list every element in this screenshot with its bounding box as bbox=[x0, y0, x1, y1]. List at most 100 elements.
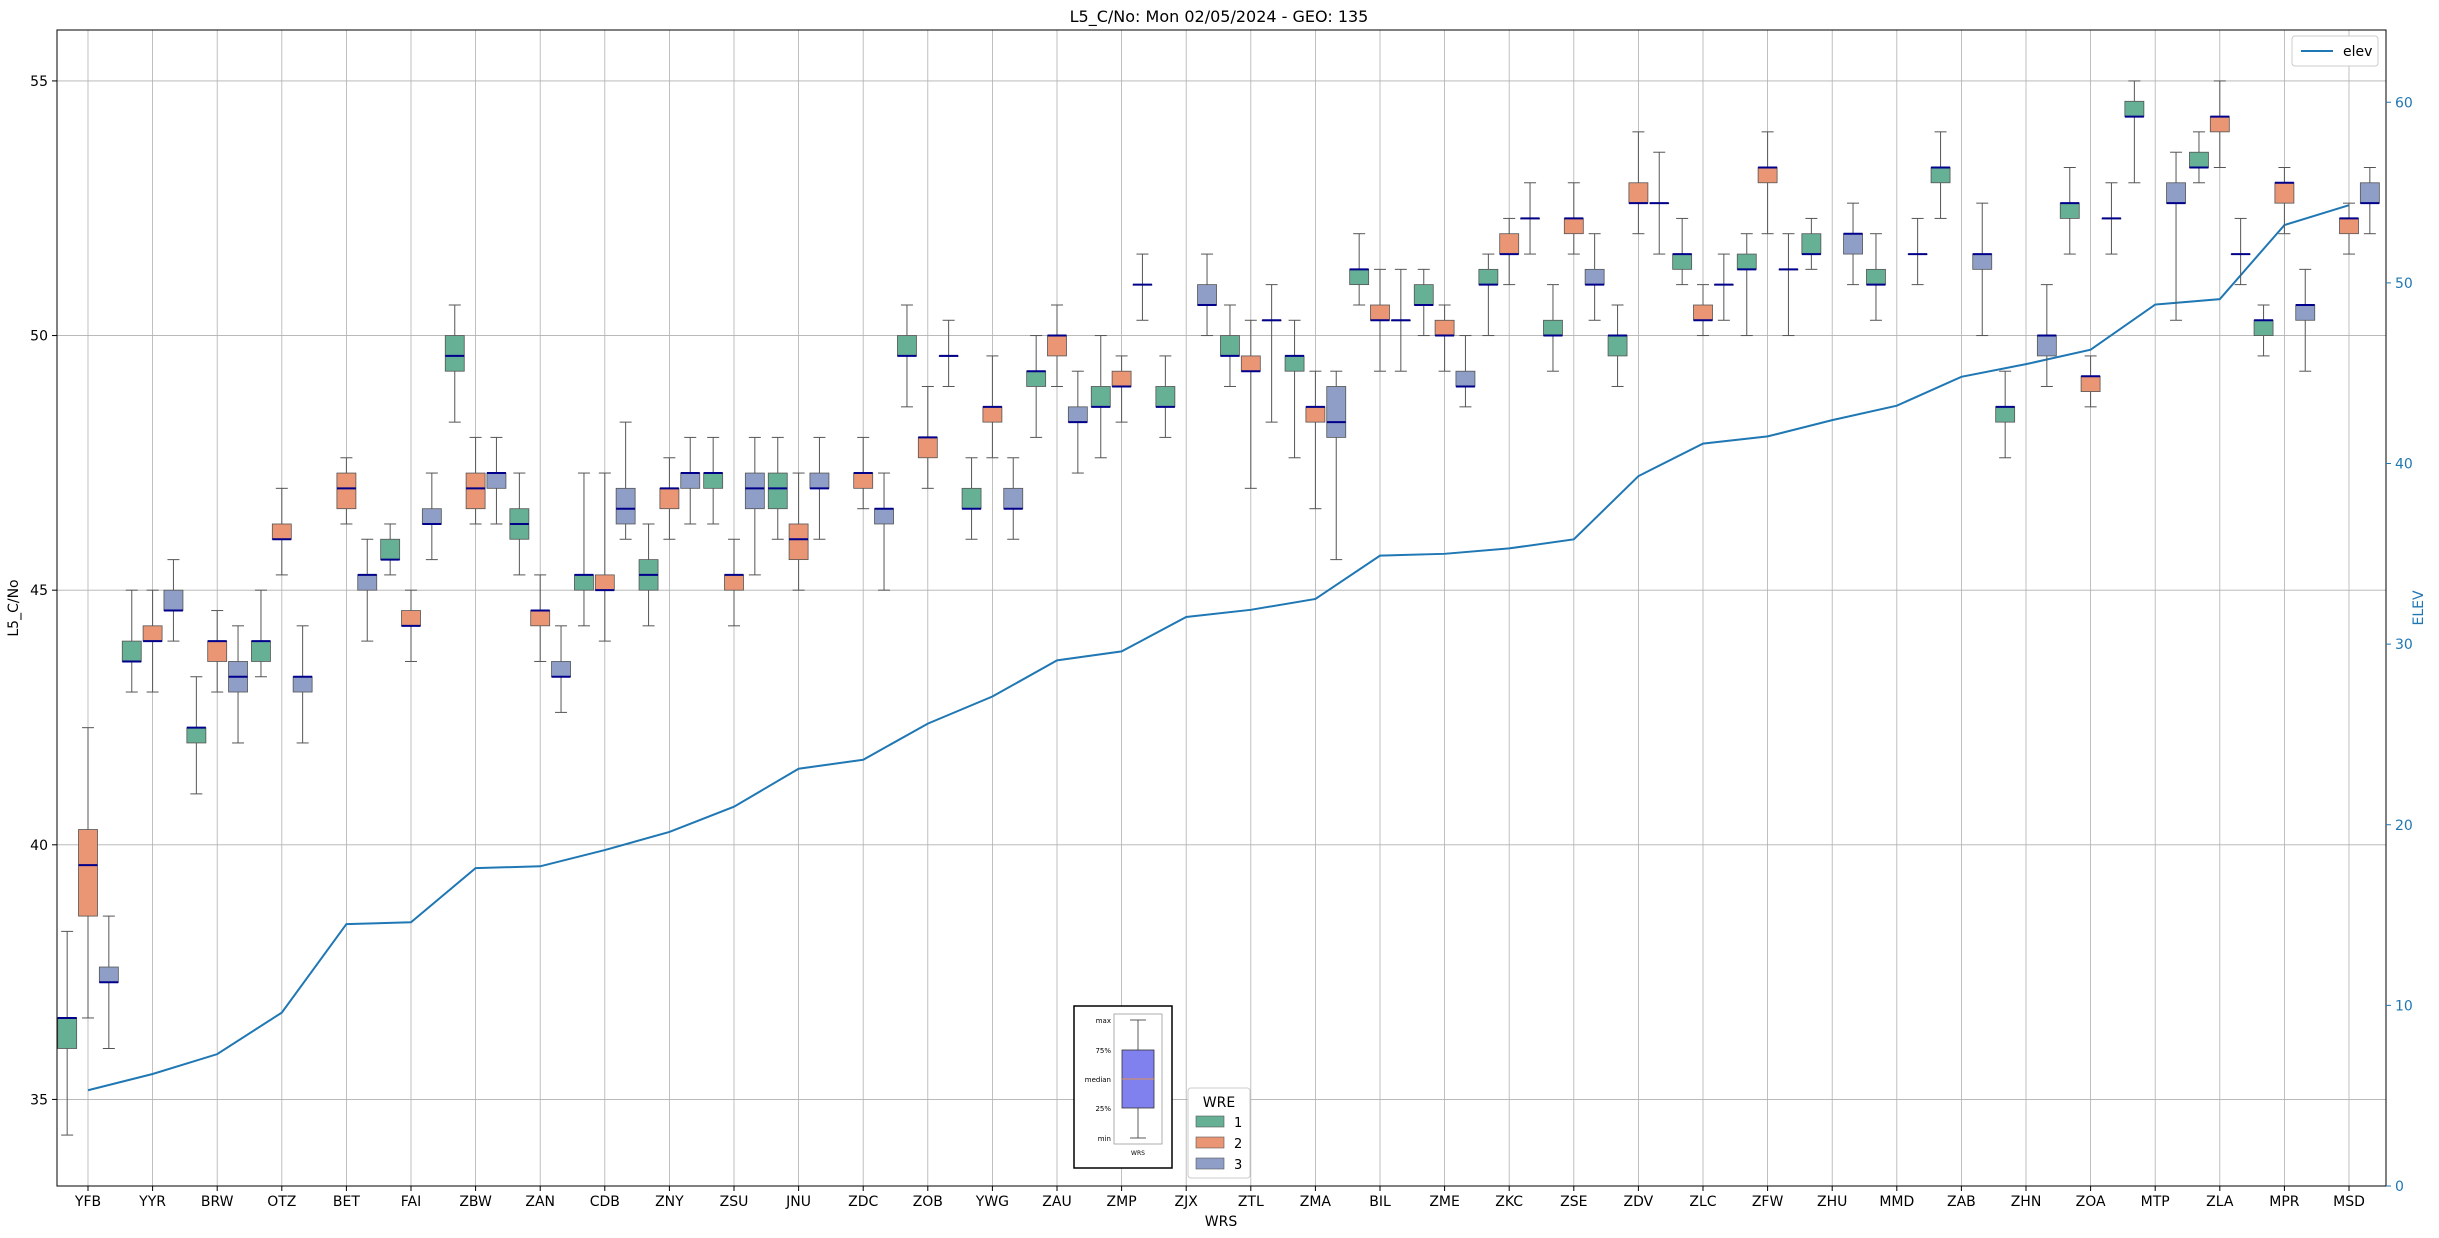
chart-title: L5_C/No: Mon 02/05/2024 - GEO: 135 bbox=[1070, 7, 1369, 27]
x-tick-label: FAI bbox=[401, 1194, 421, 1210]
box-body bbox=[163, 589, 184, 611]
box-legend-swatch-1 bbox=[1195, 1115, 1225, 1128]
y-tick-label: 55 bbox=[30, 74, 48, 90]
box-body bbox=[767, 472, 788, 510]
y-axis-label: L5_C/No bbox=[6, 579, 22, 636]
box-body bbox=[1499, 233, 1520, 255]
box-wre2 bbox=[788, 472, 809, 591]
box-wre1 bbox=[1349, 233, 1370, 306]
box-wre3 bbox=[1778, 233, 1799, 337]
box-body bbox=[703, 472, 724, 489]
box-wre1 bbox=[703, 436, 724, 525]
inset-label-q75: 75% bbox=[1095, 1047, 1111, 1055]
box-body bbox=[594, 574, 615, 591]
box-body bbox=[1843, 233, 1863, 255]
box-wre1 bbox=[2253, 304, 2274, 357]
box-wre1 bbox=[1413, 268, 1434, 337]
box-body bbox=[1284, 355, 1305, 372]
box-wre3 bbox=[98, 915, 119, 1050]
x-axis-label: WRS bbox=[1205, 1214, 1238, 1230]
box-wre2 bbox=[982, 355, 1003, 459]
box-legend-label-2: 2 bbox=[1234, 1137, 1242, 1152]
box-body bbox=[1047, 335, 1067, 357]
y2-tick-label: 20 bbox=[2395, 818, 2413, 834]
box-wre3 bbox=[874, 472, 894, 591]
box-body bbox=[2189, 151, 2209, 168]
y-tick-label: 50 bbox=[30, 329, 48, 345]
inset-label-median: median bbox=[1085, 1076, 1111, 1084]
box-body bbox=[57, 1017, 78, 1049]
box-wre3 bbox=[2101, 182, 2122, 255]
box-wre1 bbox=[2189, 131, 2209, 184]
box-wre1 bbox=[961, 457, 982, 540]
box-wre1 bbox=[1995, 370, 2016, 459]
x-tick-label: ZDC bbox=[848, 1194, 878, 1210]
box-wre3 bbox=[1520, 182, 1540, 255]
x-tick-label: YWG bbox=[975, 1194, 1009, 1210]
box-body bbox=[1026, 370, 1047, 387]
y-tick-label: 45 bbox=[30, 583, 48, 599]
box-wre2 bbox=[2339, 202, 2359, 255]
box-wre3 bbox=[1067, 370, 1088, 474]
box-legend-swatch-2 bbox=[1195, 1136, 1225, 1149]
box-wre3 bbox=[486, 436, 507, 525]
box-body bbox=[724, 574, 744, 591]
box-body bbox=[186, 727, 207, 744]
grid-lines bbox=[57, 30, 2386, 1186]
box-wre3 bbox=[228, 625, 248, 744]
box-wre2 bbox=[78, 727, 98, 1019]
box-wre2 bbox=[336, 457, 357, 525]
box-body bbox=[142, 625, 163, 642]
box-body bbox=[2059, 202, 2080, 219]
box-body bbox=[336, 472, 357, 510]
y2-tick-label: 60 bbox=[2395, 95, 2413, 111]
box-legend-frame bbox=[1187, 1087, 1251, 1179]
x-tick-label: ZOB bbox=[913, 1194, 943, 1210]
box-wre3 bbox=[1907, 217, 1928, 286]
box-wre2 bbox=[1628, 131, 1649, 235]
box-body bbox=[251, 640, 271, 662]
x-tick-label: ZFW bbox=[1752, 1194, 1784, 1210]
box-wre3 bbox=[938, 319, 959, 387]
box-wre2 bbox=[2274, 166, 2295, 235]
box-body bbox=[1736, 253, 1757, 270]
box-wre3 bbox=[1132, 253, 1153, 321]
x-tick-label: ZAN bbox=[525, 1194, 555, 1210]
box-body bbox=[2253, 319, 2274, 336]
box-body bbox=[1220, 335, 1240, 357]
x-tick-label: ZKC bbox=[1495, 1194, 1523, 1210]
box-body bbox=[121, 640, 142, 662]
box-wre3 bbox=[1003, 457, 1024, 540]
x-tick-label: ZOA bbox=[2076, 1194, 2106, 1210]
box-body bbox=[207, 640, 228, 662]
box-body bbox=[680, 472, 701, 489]
x-tick-label: MPR bbox=[2269, 1194, 2300, 1210]
box-wre2 bbox=[917, 385, 938, 489]
box-wre1 bbox=[1478, 253, 1499, 337]
inset-label-max: max bbox=[1096, 1017, 1111, 1025]
box-legend-swatch-3 bbox=[1195, 1157, 1225, 1170]
box-body bbox=[271, 523, 292, 540]
box-body bbox=[2295, 304, 2316, 321]
box-wre2 bbox=[142, 589, 163, 693]
box-body bbox=[2124, 100, 2145, 117]
box-body bbox=[1067, 406, 1088, 423]
box-wre3 bbox=[1390, 268, 1411, 372]
box-body bbox=[1111, 370, 1132, 387]
x-tick-label: BRW bbox=[201, 1194, 234, 1210]
box-body bbox=[357, 574, 378, 591]
box-wre3 bbox=[1261, 284, 1282, 423]
box-body bbox=[2339, 218, 2359, 235]
box-body bbox=[551, 661, 571, 678]
box-body bbox=[1413, 284, 1434, 306]
box-wre1 bbox=[638, 523, 659, 627]
y-tick-label: 40 bbox=[30, 838, 48, 854]
inset-label-q25: 25% bbox=[1095, 1105, 1111, 1113]
box-wre3 bbox=[1649, 151, 1670, 255]
box-body bbox=[961, 487, 982, 510]
box-body bbox=[2359, 182, 2380, 204]
box-body bbox=[1995, 406, 2016, 423]
box-legend: WRE 1 2 3 bbox=[1187, 1087, 1251, 1179]
box-wre1 bbox=[1736, 233, 1757, 337]
box-wre1 bbox=[444, 304, 465, 423]
